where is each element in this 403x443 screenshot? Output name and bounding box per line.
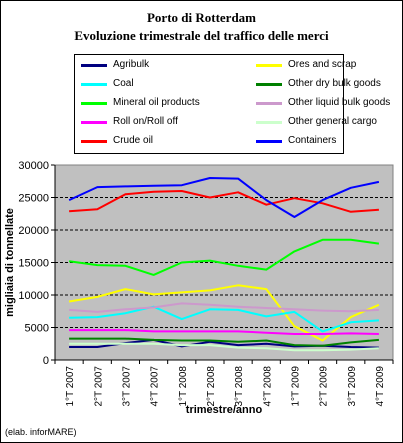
legend-label: Coal xyxy=(113,78,134,89)
y-tick-label: 5000 xyxy=(25,323,49,335)
series-line-ores-and-scrap xyxy=(68,284,380,342)
y-tick-label: 25000 xyxy=(18,193,49,205)
legend-swatch xyxy=(81,102,107,105)
chart-legend: Agribulk Ores and scrap Coal Other dry bulk… xyxy=(74,54,390,154)
legend-label: Agribulk xyxy=(113,59,150,70)
legend-swatch xyxy=(256,64,282,67)
y-tick-label: 30000 xyxy=(18,160,49,172)
series-line-crude-oil xyxy=(69,190,379,213)
source-credit: (elab. inforMARE) xyxy=(5,427,77,437)
legend-swatch xyxy=(256,102,282,105)
x-tick-label: 1°T 2008 xyxy=(178,366,189,407)
series-line-roll-on-roll-off xyxy=(69,329,379,335)
x-tick-label: 4°T 2008 xyxy=(262,366,273,407)
x-tick-label: 1°T 2007 xyxy=(65,366,76,407)
x-tick-label: 3°T 2008 xyxy=(234,366,245,407)
x-tick-label: 4°T 2007 xyxy=(150,366,161,407)
chart-title: Porto di Rotterdam xyxy=(146,10,257,25)
legend-swatch xyxy=(256,83,282,86)
series-line-mineral-oil-products xyxy=(68,238,380,276)
y-tick-label: 20000 xyxy=(18,225,49,237)
legend-label: Other general cargo xyxy=(288,116,377,127)
series-line-coal xyxy=(69,305,379,333)
x-axis-title: trimestre/anno xyxy=(186,404,263,416)
legend-label: Roll on/Roll off xyxy=(113,116,178,127)
x-tick-label: 3°T 2007 xyxy=(121,366,132,407)
x-tick-label: 4°T 2009 xyxy=(375,366,386,407)
legend-label: Crude oil xyxy=(113,135,154,146)
legend-label: Ores and scrap xyxy=(288,59,357,70)
series-line-other-general-cargo xyxy=(69,342,379,352)
legend-label: Other dry bulk goods xyxy=(288,78,381,89)
x-tick-label: 2°T 2007 xyxy=(93,366,104,407)
y-tick-label: 0 xyxy=(43,355,49,367)
legend-swatch xyxy=(81,83,107,86)
legend-label: Mineral oil products xyxy=(113,97,200,108)
y-tick-label: 15000 xyxy=(18,258,49,270)
legend-label: Containers xyxy=(288,135,337,146)
series-line-other-dry-bulk-goods xyxy=(69,337,379,347)
chart-subtitle: Evoluzione trimestrale del traffico dell… xyxy=(74,28,329,43)
legend-swatch xyxy=(81,64,107,67)
y-axis-title: migliaia di tonnellate xyxy=(4,208,16,317)
x-tick-label: 3°T 2009 xyxy=(347,366,358,407)
legend-swatch xyxy=(81,121,107,124)
series-line-containers xyxy=(68,177,380,218)
x-tick-label: 2°T 2008 xyxy=(206,366,217,407)
x-tick-label: 2°T 2009 xyxy=(319,366,330,407)
series-line-other-liquid-bulk-goods xyxy=(69,302,379,313)
x-tick-label: 1°T 2009 xyxy=(290,366,301,407)
y-tick-label: 10000 xyxy=(18,290,49,302)
legend-label: Other liquid bulk goods xyxy=(288,97,391,108)
legend-swatch xyxy=(256,140,282,143)
legend-swatch xyxy=(256,121,282,124)
legend-swatch xyxy=(81,140,107,143)
